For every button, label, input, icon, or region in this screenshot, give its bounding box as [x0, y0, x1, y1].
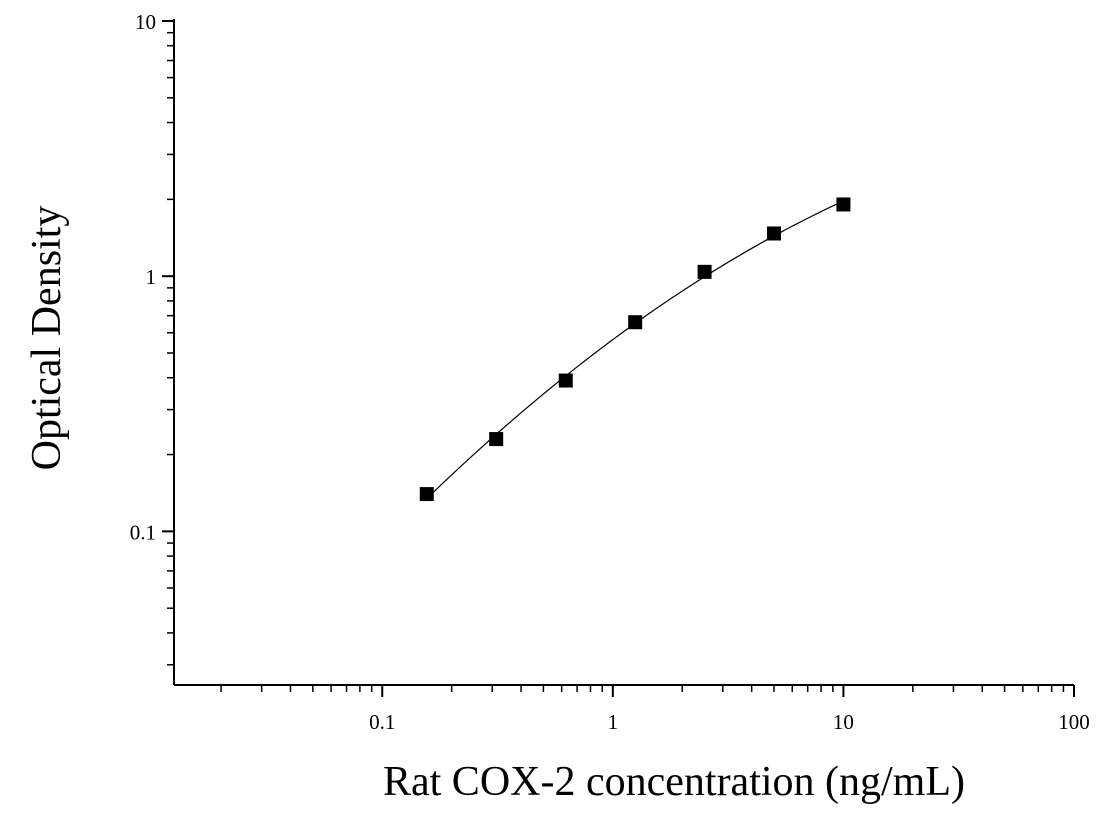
data-point — [767, 226, 781, 241]
x-tick-label: 1 — [608, 710, 619, 734]
data-point — [419, 487, 434, 502]
y-ticks — [162, 20, 174, 666]
axes — [173, 19, 1074, 686]
x-tick-label: 100 — [1058, 710, 1090, 734]
x-tick-label: 10 — [833, 710, 854, 734]
data-point — [628, 315, 643, 330]
y-tick-labels: 0.1 1 10 — [130, 10, 156, 544]
y-tick-label: 10 — [135, 10, 156, 34]
data-point — [836, 197, 851, 212]
data-point — [697, 264, 712, 279]
x-ticks — [220, 685, 1075, 697]
x-tick-labels: 0.1 1 10 100 — [369, 710, 1090, 734]
data-point — [558, 373, 573, 388]
y-tick-label: 0.1 — [130, 520, 156, 544]
fit-curve — [426, 200, 844, 499]
data-points — [419, 197, 851, 502]
x-axis-title: Rat COX-2 concentration (ng/mL) — [383, 759, 965, 805]
y-axis-title: Optical Density — [24, 206, 70, 471]
data-point — [489, 432, 504, 447]
y-tick-label: 1 — [146, 265, 157, 289]
x-tick-label: 0.1 — [369, 710, 395, 734]
